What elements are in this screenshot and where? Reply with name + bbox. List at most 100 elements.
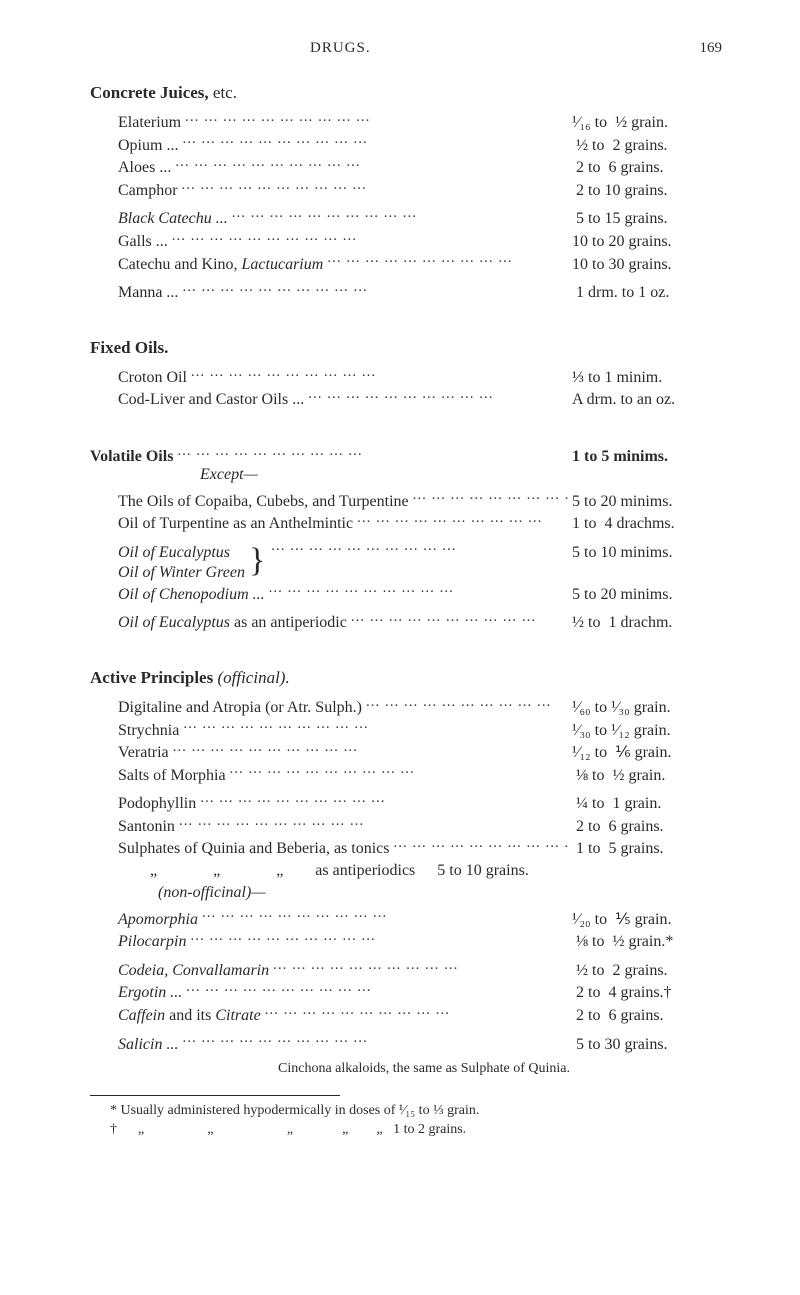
dose-row: Manna ... 1 drm. to 1 oz. (118, 281, 730, 304)
leaders (182, 1033, 568, 1049)
drug-label: Cod-Liver and Castor Oils ... (118, 389, 304, 411)
dose-row: Black Catechu ... 5 to 15 grains. (118, 207, 730, 230)
dose: ¹⁄₃₀ to ¹⁄₁₂ grain. (572, 720, 730, 742)
dose-row: „ „ „ as antiperiodics 5 to 10 grains. (118, 860, 730, 882)
dose: A drm. to an oz. (572, 389, 730, 411)
dose-row: Apomorphia¹⁄₂₀ to ⅕ grain. (118, 908, 730, 931)
drug-label: Elaterium (118, 112, 181, 134)
leaders (271, 541, 568, 557)
dose: 10 to 20 grains. (572, 231, 730, 253)
drug-label: Apomorphia (118, 909, 198, 931)
dose: 10 to 30 grains. (572, 254, 730, 276)
dose: 2 to 6 grains. (572, 157, 730, 179)
drug-label: Santonin (118, 816, 175, 838)
dose-row: Pilocarpin ⅛ to ½ grain.* (118, 930, 730, 953)
dose: ¹⁄₆₀ to ¹⁄₃₀ grain. (572, 697, 730, 719)
dose-row: Oil of Chenopodium ... 5 to 20 minims. (118, 583, 730, 606)
dose-row: Salts of Morphia ⅛ to ½ grain. (118, 764, 730, 787)
brace-icon: } (249, 544, 265, 578)
section-head-fixed-oils: Fixed Oils. (90, 338, 730, 358)
leaders (185, 111, 568, 127)
drug-label: „ „ „ as antiperiodics (118, 860, 415, 882)
drug-label: Oil of Eucalyptus as an antiperiodic (118, 612, 347, 634)
drug-label: Codeia, Convallamarin (118, 960, 269, 982)
leaders (230, 764, 568, 780)
leaders (351, 611, 568, 627)
block-concrete-juices: Elaterium¹⁄₁₆ to ½ grain. Opium ... ½ to… (118, 111, 730, 304)
dose: ⅛ to ½ grain.* (572, 931, 730, 953)
leaders (327, 253, 568, 269)
leaders (357, 512, 568, 528)
dose-row: Ergotin ... 2 to 4 grains.† (118, 981, 730, 1004)
dose-row: Croton Oil⅓ to 1 minim. (118, 366, 730, 389)
drug-label: Podophyllin (118, 793, 196, 815)
drug-label: Salicin ... (118, 1034, 178, 1056)
dose: 1 to 4 drachms. (572, 513, 730, 535)
dose-row-brace: Oil of Eucalyptus Oil of Winter Green } … (118, 541, 730, 583)
drug-label: Strychnia (118, 720, 179, 742)
dose: ½ to 2 grains. (572, 135, 730, 157)
dose-row: Caffein and its Citrate 2 to 6 grains. (118, 1004, 730, 1027)
leaders (186, 981, 568, 997)
dose-row: Santonin 2 to 6 grains. (118, 815, 730, 838)
dose-row: Veratria¹⁄₁₂ to ⅙ grain. (118, 741, 730, 764)
drug-label: Caffein and its Citrate (118, 1005, 261, 1027)
brace-group: Oil of Eucalyptus Oil of Winter Green } (118, 543, 267, 583)
dose-row: Digitaline and Atropia (or Atr. Sulph.) ¹… (118, 696, 730, 719)
drug-label: Oil of Turpentine as an Anthelmintic (118, 513, 353, 535)
dose: 1 to 5 grains. (572, 838, 730, 860)
drug-label: Aloes ... (118, 157, 171, 179)
dose-row: Sulphates of Quinia and Beberia, as toni… (118, 837, 730, 860)
drug-label: Catechu and Kino, Lactucarium (118, 254, 323, 276)
dose: ½ to 2 grains. (572, 960, 730, 982)
head-rest: etc. (209, 83, 237, 102)
leaders (175, 156, 568, 172)
drug-label: Opium ... (118, 135, 178, 157)
head-bold: Volatile Oils (90, 446, 173, 468)
drug-label: Croton Oil (118, 367, 187, 389)
dose: 5 to 30 grains. (572, 1034, 730, 1056)
dose: 5 to 20 minims. (572, 584, 730, 606)
running-title: DRUGS. (310, 40, 371, 57)
except-label: Except— (200, 466, 730, 484)
dose: 5 to 10 minims. (572, 542, 730, 564)
footnote-separator (90, 1095, 340, 1096)
dose: ⅛ to ½ grain. (572, 765, 730, 787)
drug-label: Camphor (118, 180, 178, 202)
dose: 1 drm. to 1 oz. (572, 282, 730, 304)
leaders (182, 281, 568, 297)
leaders (177, 445, 568, 461)
dose-row: The Oils of Copaiba, Cubebs, and Turpent… (118, 490, 730, 513)
drug-label: Digitaline and Atropia (or Atr. Sulph.) (118, 697, 362, 719)
dose-row: Opium ... ½ to 2 grains. (118, 134, 730, 157)
brace-item: Oil of Winter Green (118, 563, 245, 583)
dose: 2 to 4 grains.† (572, 982, 730, 1004)
dose-row: Oil of Turpentine as an Anthelmintic 1 to… (118, 512, 730, 535)
section-head-active-principles: Active Principles (officinal). (90, 668, 730, 688)
page: DRUGS. 169 Concrete Juices, etc. Elateri… (0, 0, 800, 1295)
dose: 2 to 10 grains. (572, 180, 730, 202)
leaders (269, 583, 568, 599)
footnote-2: † „ „ „ „ „ 1 to 2 grains. (110, 1121, 730, 1140)
block-active-principles: Digitaline and Atropia (or Atr. Sulph.) ¹… (118, 696, 730, 1077)
drug-label: Pilocarpin (118, 931, 186, 953)
dose: 2 to 6 grains. (572, 816, 730, 838)
head-bold: Concrete Juices, (90, 83, 209, 102)
running-head: DRUGS. 169 (90, 40, 730, 57)
leaders (366, 696, 568, 712)
drug-label: Salts of Morphia (118, 765, 226, 787)
drug-label: Oil of Chenopodium ... (118, 584, 265, 606)
head-rest: (officinal). (213, 668, 289, 687)
drug-label: Sulphates of Quinia and Beberia, as toni… (118, 838, 390, 860)
head-bold: Fixed Oils. (90, 338, 168, 357)
dose-row: Aloes ... 2 to 6 grains. (118, 156, 730, 179)
dose-row: Strychnia ¹⁄₃₀ to ¹⁄₁₂ grain. (118, 719, 730, 742)
non-officinal-label: (non-officinal)— (158, 884, 730, 902)
dose-row: Oil of Eucalyptus as an antiperiodic½ to… (118, 611, 730, 634)
leaders (265, 1004, 568, 1020)
drug-label: The Oils of Copaiba, Cubebs, and Turpent… (118, 491, 409, 513)
leaders (172, 230, 568, 246)
dose: 5 to 10 grains. (433, 860, 591, 882)
leaders (413, 490, 568, 506)
leaders (190, 930, 568, 946)
